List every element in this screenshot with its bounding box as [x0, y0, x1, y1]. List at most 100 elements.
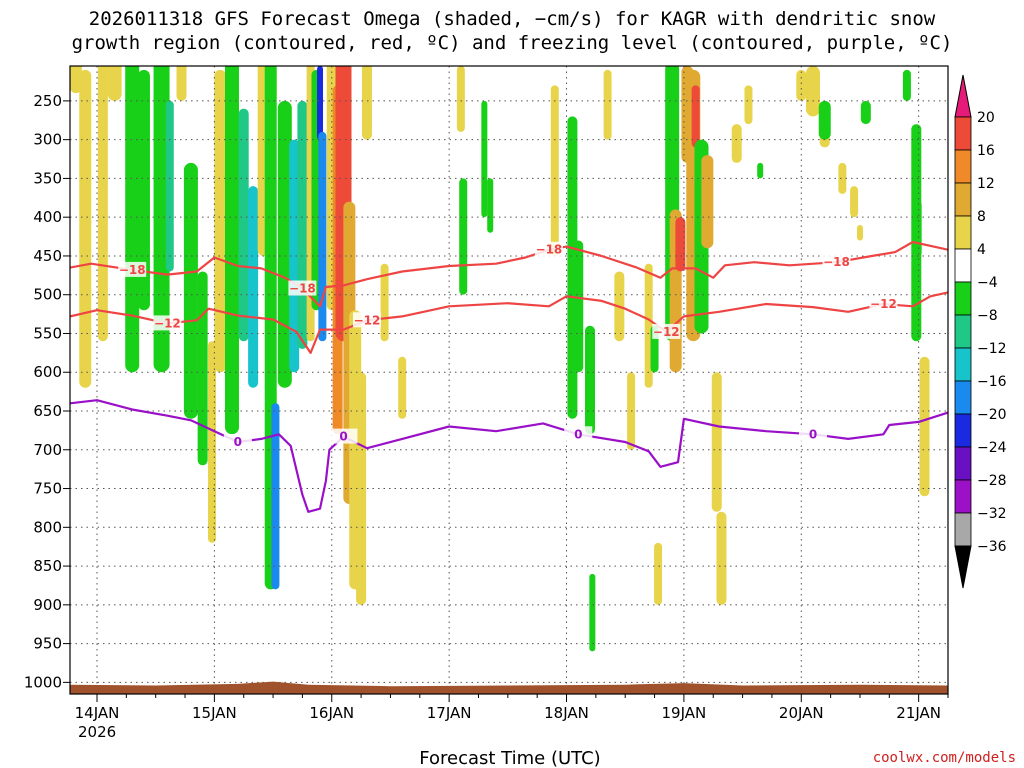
colorbar-label: −4	[977, 275, 998, 291]
omega-streak	[318, 131, 327, 342]
colorbar-band	[954, 149, 972, 184]
colorbar-bottom-arrow	[954, 545, 972, 589]
omega-streak	[902, 69, 911, 101]
colorbar-band	[954, 248, 972, 283]
omega-streak	[125, 66, 140, 373]
colorbar-label: −32	[977, 506, 1007, 522]
contour-minus18-label-bg	[118, 261, 147, 277]
omega-streak	[654, 542, 663, 605]
credit-label: coolwx.com/models	[873, 750, 1016, 766]
time-tick-label: 18JAN	[544, 704, 589, 722]
freezing-level-contour-label-bg	[223, 434, 252, 450]
contour-minus12	[70, 291, 948, 354]
freezing-level-contour-label-bg	[564, 426, 593, 442]
colorbar-label: −24	[977, 440, 1007, 456]
plot-frame	[69, 65, 949, 695]
colorbar-band	[954, 215, 972, 250]
contour-minus12-label-bg	[352, 312, 381, 328]
omega-streak	[317, 66, 324, 140]
colorbar-label: 12	[977, 176, 995, 192]
pressure-tick-label: 350	[33, 169, 62, 187]
omega-streak	[361, 66, 372, 140]
time-axis: 14JAN 15JAN 16JAN 17JAN 18JAN 19JAN 20JAN 21JAN	[75, 694, 949, 722]
colorbar-band	[954, 512, 972, 547]
pressure-tick-label: 850	[33, 557, 62, 575]
omega-streak	[380, 263, 389, 342]
omega-streak	[153, 66, 170, 373]
omega-streak	[550, 85, 559, 256]
colorbar-band	[954, 380, 972, 415]
x-axis-label: Forecast Time (UTC)	[419, 748, 600, 768]
omega-streak	[818, 100, 831, 140]
contour-minus18-label: −18	[119, 263, 146, 277]
omega-streak	[589, 573, 596, 652]
omega-streak	[70, 66, 82, 94]
grid-lines	[70, 66, 948, 694]
colorbar-band	[954, 413, 972, 448]
freezing-level-contour-label: 0	[809, 427, 817, 441]
omega-streak	[271, 403, 280, 590]
time-tick-label: 16JAN	[309, 704, 354, 722]
contour-minus12-label: −12	[154, 316, 181, 330]
omega-streak	[675, 217, 686, 272]
contour-minus18-label: −18	[823, 255, 850, 269]
colorbar-band	[954, 182, 972, 217]
omega-streak	[165, 100, 174, 272]
contour-minus12-label-bg	[652, 323, 681, 339]
time-tick-label: 15JAN	[192, 704, 237, 722]
colorbar-label: 4	[977, 242, 986, 258]
omega-streak	[573, 240, 584, 373]
pressure-tick-label: 250	[33, 92, 62, 110]
colorbar-band	[954, 314, 972, 349]
contour-minus12-label-bg	[869, 296, 898, 312]
pressure-tick-label: 750	[33, 480, 62, 498]
contour-minus12-label-bg	[153, 315, 182, 331]
colorbar-label: −12	[977, 341, 1007, 357]
time-tick-label: 19JAN	[662, 704, 707, 722]
omega-streak	[757, 162, 764, 179]
colorbar-label: −36	[977, 539, 1007, 555]
colorbar-band	[954, 116, 972, 151]
contour-minus18-label-bg	[534, 241, 563, 257]
omega-streak	[701, 155, 714, 249]
omega-streak	[603, 69, 612, 140]
colorbar-band	[954, 281, 972, 316]
omega-streak	[214, 69, 227, 373]
pressure-tick-label: 600	[33, 363, 62, 381]
omega-streak	[289, 139, 300, 373]
pressure-tick-label: 550	[33, 324, 62, 342]
contour-minus12-label: −12	[870, 297, 897, 311]
contour-minus18	[70, 240, 948, 308]
freezing-level-contour-label: 0	[574, 427, 582, 441]
chart-title-line1: 2026011318 GFS Forecast Omega (shaded, −…	[89, 8, 936, 30]
contour-minus18-label: −18	[289, 282, 316, 296]
temperature-contours: −18 −18 −18 −18 −12 −12 −12 −12 0 0 0 0	[70, 240, 948, 513]
year-label: 2026	[78, 723, 116, 741]
time-tick-label: 20JAN	[779, 704, 824, 722]
omega-streak	[744, 85, 753, 125]
omega-streak	[183, 162, 198, 419]
colorbar-band	[954, 479, 972, 514]
omega-streak	[238, 108, 249, 342]
terrain-surface	[70, 681, 948, 694]
colorbar-label: −28	[977, 473, 1007, 489]
omega-shading	[70, 66, 930, 652]
time-tick-label: 17JAN	[427, 704, 472, 722]
omega-streak	[711, 372, 722, 512]
omega-streak	[224, 66, 239, 435]
contour-minus18-label: −18	[536, 243, 563, 257]
colorbar-label: 20	[977, 110, 995, 126]
omega-streak	[297, 100, 308, 349]
freezing-level-contour-label: 0	[339, 430, 347, 444]
omega-streak	[838, 162, 847, 194]
omega-streak	[584, 325, 595, 435]
contour-minus12-label: −12	[653, 325, 680, 339]
omega-streak	[459, 178, 468, 295]
omega-streak	[197, 271, 208, 466]
omega-streak	[860, 100, 871, 125]
omega-streak	[716, 511, 727, 605]
omega-streak	[176, 66, 187, 101]
colorbar-band	[954, 446, 972, 481]
chart-title-line2: growth region (contoured, red, ºC) and f…	[72, 32, 953, 54]
omega-streak	[691, 85, 700, 148]
